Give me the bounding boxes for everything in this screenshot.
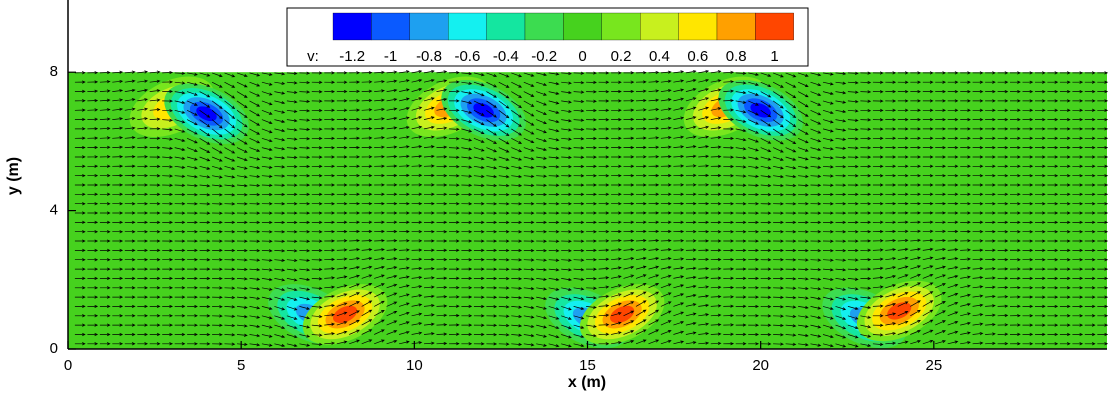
colorbar-level: 0 [578, 48, 586, 65]
colorbar-swatch [678, 12, 718, 41]
colorbar-swatch [448, 12, 487, 41]
colorbar-swatch [640, 12, 679, 41]
colorbar-swatch [563, 12, 602, 41]
x-tick-label: 25 [925, 357, 942, 374]
colorbar-level: 1 [770, 48, 778, 65]
colorbar-swatch [755, 12, 794, 41]
colorbar-swatch [332, 12, 372, 41]
colorbar-level: -1 [384, 48, 397, 65]
contour-band [610, 305, 635, 324]
y-tick-label: 4 [50, 202, 58, 219]
plot-area [68, 69, 1109, 349]
colorbar-level: -0.2 [531, 48, 557, 65]
y-axis-title: y (m) [5, 157, 22, 195]
contour-bands [129, 76, 942, 349]
colorbar-level: -0.6 [454, 48, 480, 65]
colorbar-level: -0.4 [493, 48, 519, 65]
colorbar-level: -1.2 [339, 48, 365, 65]
x-tick-label: 0 [64, 357, 72, 374]
x-axis-title: x (m) [568, 374, 606, 391]
x-tick-label: 20 [752, 357, 769, 374]
colorbar-level: 0.8 [726, 48, 747, 65]
contour-band [473, 102, 494, 118]
colorbar-level: 0.4 [649, 48, 670, 65]
vector-arrows [74, 69, 1109, 348]
y-tick-label: 0 [50, 340, 58, 357]
contour-band [196, 106, 217, 122]
x-tick-label: 15 [579, 357, 596, 374]
colorbar-swatch [486, 12, 526, 41]
x-tick-label: 10 [406, 357, 423, 374]
x-tick-label: 5 [237, 357, 245, 374]
vectors [74, 69, 1109, 348]
colorbar-level: 0.6 [687, 48, 708, 65]
colorbar-swatch [716, 12, 756, 41]
colorbar-level: 0.2 [611, 48, 632, 65]
colorbar-swatch [409, 12, 449, 41]
colorbar-swatch [371, 12, 410, 41]
colorbar-level: -0.8 [416, 48, 442, 65]
y-tick-label: 8 [50, 63, 58, 80]
colorbar-swatch [524, 12, 564, 41]
colorbar-swatch [601, 12, 641, 41]
colorbar-label: v: [307, 48, 319, 65]
colorbar: v: -1.2 -1 -0.8 -0.6 -0.4 -0.2 0 0.2 0.4 0.6 0.8 1 [286, 7, 809, 67]
